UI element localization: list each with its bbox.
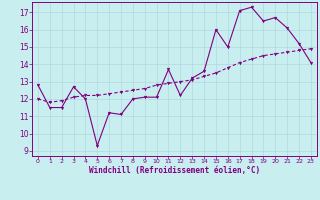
X-axis label: Windchill (Refroidissement éolien,°C): Windchill (Refroidissement éolien,°C) xyxy=(89,166,260,175)
